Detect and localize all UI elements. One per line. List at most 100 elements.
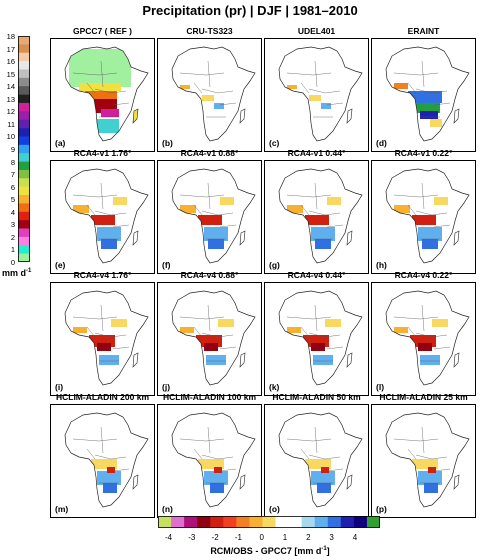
precip-field <box>315 239 331 249</box>
panel-label: (d) <box>376 138 387 148</box>
precip-field <box>214 467 222 473</box>
country-border <box>112 468 130 472</box>
reference-colorbar-tick: 17 <box>6 44 15 54</box>
difference-colorbar-swatch <box>236 516 250 528</box>
madagascar <box>346 108 353 124</box>
precip-field <box>428 467 436 473</box>
precip-field <box>97 119 119 133</box>
madagascar <box>132 108 139 124</box>
coastline <box>64 412 149 508</box>
precip-field <box>420 111 438 119</box>
reference-colorbar-swatch <box>18 236 30 246</box>
africa-map <box>64 290 149 386</box>
precip-field <box>317 483 331 493</box>
precip-field <box>206 355 226 365</box>
country-border <box>300 326 310 338</box>
country-border <box>326 102 344 106</box>
precip-field <box>311 227 335 241</box>
reference-colorbar-tick: 10 <box>6 132 15 142</box>
panel-title: RCA4-v4 0.44° <box>287 270 346 280</box>
map-panel-i: (i) <box>50 282 155 396</box>
panel-title: HCLIM-ALADIN 200 km <box>55 392 150 402</box>
country-border <box>219 102 237 106</box>
reference-colorbar-swatch <box>18 52 30 62</box>
country-border <box>193 82 203 94</box>
coastline <box>278 168 363 264</box>
panel-label: (f) <box>162 260 171 270</box>
precip-field <box>309 95 321 101</box>
country-border <box>314 304 318 332</box>
precip-field <box>91 215 115 225</box>
country-border <box>326 346 344 350</box>
precip-field <box>424 483 438 493</box>
madagascar <box>239 230 246 246</box>
coastline <box>171 412 256 508</box>
precip-field <box>321 467 329 473</box>
panel-title: RCA4-v4 0.22° <box>394 270 453 280</box>
difference-colorbar-tick: -2 <box>211 533 219 542</box>
country-border <box>326 224 344 228</box>
difference-colorbar-tick: 1 <box>282 533 288 542</box>
difference-colorbar-swatch <box>171 516 185 528</box>
panel-label: (g) <box>269 260 280 270</box>
country-border <box>193 448 203 460</box>
reference-colorbar-tick: 6 <box>10 182 15 192</box>
country-border <box>179 438 225 442</box>
reference-colorbar-swatch <box>18 153 30 162</box>
difference-colorbar-swatch <box>158 516 172 528</box>
country-border <box>286 194 332 198</box>
country-border <box>314 60 318 88</box>
difference-colorbar <box>158 516 380 528</box>
precip-field <box>418 227 442 241</box>
panel-label: (k) <box>269 382 280 392</box>
reference-colorbar-swatch <box>18 144 30 154</box>
country-border <box>314 426 318 454</box>
map-panel-b: (b) <box>157 38 262 152</box>
precip-field <box>287 85 297 89</box>
madagascar <box>453 108 460 124</box>
reference-colorbar-tick: 18 <box>6 32 15 41</box>
madagascar <box>453 352 460 368</box>
country-border <box>393 72 439 76</box>
reference-colorbar-swatch <box>18 203 30 213</box>
precip-field <box>97 343 111 351</box>
panel-label: (l) <box>376 382 385 392</box>
reference-colorbar-swatch <box>18 86 30 95</box>
reference-colorbar-swatch <box>18 128 30 137</box>
precip-field <box>85 91 117 99</box>
difference-colorbar-swatch <box>223 516 237 528</box>
panel-label: (j) <box>162 382 171 392</box>
country-border <box>100 304 104 332</box>
reference-colorbar-swatch <box>18 169 30 179</box>
difference-colorbar-swatch <box>301 516 316 528</box>
panel-title: RCA4-v1 0.22° <box>394 148 453 158</box>
reference-colorbar-swatch <box>18 61 30 70</box>
africa-map <box>64 168 149 264</box>
country-border <box>421 60 425 88</box>
country-border <box>100 182 104 210</box>
precip-field <box>204 227 228 241</box>
reference-colorbar-tick: 0 <box>10 258 15 267</box>
country-border <box>72 194 118 198</box>
coastline <box>171 46 256 142</box>
difference-colorbar-tick: 4 <box>352 533 358 542</box>
precip-field <box>394 205 410 213</box>
africa-map <box>171 46 256 142</box>
reference-colorbar-tick: 3 <box>10 220 15 230</box>
reference-colorbar-swatch <box>18 186 30 196</box>
precip-field <box>204 343 218 351</box>
precip-field <box>208 239 224 249</box>
reference-colorbar <box>18 36 30 262</box>
panel-title: HCLIM-ALADIN 25 km <box>379 392 468 402</box>
map-panel-g: (g) <box>264 160 369 274</box>
reference-colorbar-swatch <box>18 253 30 262</box>
difference-colorbar-swatch <box>184 516 198 528</box>
precip-field <box>198 215 222 225</box>
map-panel-p: (p) <box>371 404 476 518</box>
panel-title: HCLIM-ALADIN 100 km <box>162 392 257 402</box>
difference-colorbar-tick: 3 <box>329 533 334 542</box>
panel-title: RCA4-v1 1.76° <box>73 148 132 158</box>
panel-title: HCLIM-ALADIN 50 km <box>272 392 361 402</box>
country-border <box>179 316 225 320</box>
country-border <box>421 304 425 332</box>
